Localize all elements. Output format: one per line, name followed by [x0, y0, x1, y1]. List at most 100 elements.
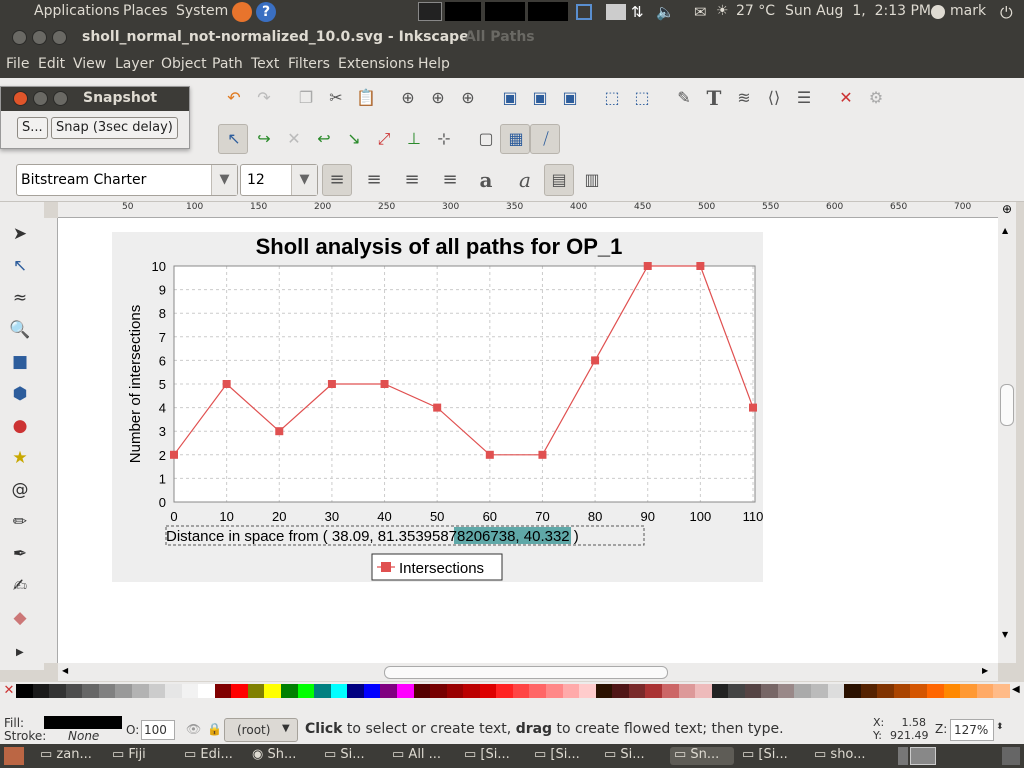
- color-swatch[interactable]: [562, 684, 580, 698]
- workspace-switcher-2[interactable]: [910, 747, 936, 765]
- lock-icon[interactable]: 🔒: [207, 722, 222, 736]
- horizontal-scrollbar[interactable]: ◀ ▶: [58, 663, 998, 681]
- snap-nodes-toggle[interactable]: [218, 124, 248, 154]
- color-swatch[interactable]: [926, 684, 944, 698]
- x-axis-label[interactable]: Distance in space from ( 38.09, 81.35395…: [166, 528, 579, 545]
- zoom-tool-icon[interactable]: 🔍: [9, 320, 31, 340]
- color-swatch[interactable]: [198, 684, 215, 698]
- snap-smooth-icon[interactable]: ↘: [347, 129, 361, 148]
- color-swatch[interactable]: [976, 684, 994, 698]
- color-swatch[interactable]: [430, 684, 447, 698]
- pencil-tool-icon[interactable]: ✏: [12, 512, 28, 532]
- snap-centers-icon[interactable]: ⊥: [407, 129, 421, 148]
- unlink-clone-icon[interactable]: ▣: [562, 88, 578, 107]
- align-left-toggle[interactable]: [322, 164, 352, 196]
- color-swatch[interactable]: [297, 684, 315, 698]
- scroll-right-icon[interactable]: ▶: [982, 666, 989, 675]
- italic-icon[interactable]: a: [519, 168, 531, 192]
- color-swatch[interactable]: [827, 684, 845, 698]
- zoom-selection-icon[interactable]: ⊕: [401, 88, 415, 107]
- scroll-up-icon[interactable]: ▲: [1002, 226, 1009, 235]
- color-swatch[interactable]: [943, 684, 961, 698]
- color-swatch[interactable]: [49, 684, 66, 698]
- help-icon[interactable]: ?: [256, 2, 276, 22]
- snap-page-border-icon[interactable]: ▢: [478, 129, 494, 148]
- chevron-down-icon[interactable]: ▼: [211, 165, 237, 195]
- maximize-icon[interactable]: [52, 30, 67, 45]
- no-paint-icon[interactable]: ✕: [3, 683, 15, 698]
- color-swatch[interactable]: [463, 684, 480, 698]
- color-swatch[interactable]: [380, 684, 397, 698]
- color-palette[interactable]: ✕ ◀: [0, 682, 1024, 700]
- color-swatch[interactable]: [695, 684, 712, 698]
- color-swatch[interactable]: [98, 684, 116, 698]
- duplicate-icon[interactable]: ▣: [502, 88, 518, 107]
- close-icon[interactable]: [12, 30, 27, 45]
- task-all[interactable]: ▭ All ...: [392, 747, 442, 762]
- cut-icon[interactable]: ✂: [329, 88, 343, 107]
- color-swatch[interactable]: [877, 684, 894, 698]
- menu-file[interactable]: File: [6, 56, 30, 72]
- weather-text[interactable]: 27 °C: [736, 3, 776, 19]
- snap-paths-icon[interactable]: ↪: [257, 129, 271, 148]
- color-swatch[interactable]: [761, 684, 778, 698]
- color-swatch[interactable]: [264, 684, 281, 698]
- snap-cusp-icon[interactable]: ↩: [317, 129, 331, 148]
- horizontal-text-toggle[interactable]: [544, 164, 574, 196]
- color-swatch[interactable]: [247, 684, 265, 698]
- zoom-field[interactable]: 127%: [950, 719, 994, 741]
- rectangle-tool-icon[interactable]: ■: [11, 352, 29, 372]
- snap-delay-button[interactable]: Snap (3sec delay): [51, 117, 178, 139]
- terminal-icon[interactable]: [418, 2, 442, 21]
- snap-grids-toggle[interactable]: [500, 124, 530, 154]
- firefox-icon[interactable]: [232, 2, 252, 22]
- close-icon[interactable]: [13, 91, 28, 106]
- eraser-tool-icon[interactable]: ◆: [13, 608, 27, 628]
- task-zan[interactable]: ▭ zan...: [40, 747, 92, 762]
- task-snapshot-active[interactable]: ▭ Sn...: [670, 747, 734, 765]
- xml-editor-icon[interactable]: ⟨⟩: [767, 88, 781, 107]
- fill-swatch[interactable]: [44, 716, 122, 729]
- ungroup-icon[interactable]: ⬚: [634, 88, 650, 107]
- clone-icon[interactable]: ▣: [532, 88, 548, 107]
- snap-rotation-center-icon[interactable]: ⊹: [437, 129, 451, 148]
- color-swatch[interactable]: [115, 684, 132, 698]
- spiral-tool-icon[interactable]: @: [11, 480, 29, 500]
- horizontal-scroll-thumb[interactable]: [384, 666, 668, 679]
- menu-filters[interactable]: Filters: [288, 56, 330, 72]
- ellipse-tool-icon[interactable]: ●: [12, 416, 28, 436]
- color-swatch[interactable]: [281, 684, 298, 698]
- tweak-tool-icon[interactable]: ≈: [12, 288, 28, 308]
- color-swatch[interactable]: [413, 684, 431, 698]
- minimize-icon[interactable]: [32, 30, 47, 45]
- align-right-icon[interactable]: ≡: [404, 169, 420, 190]
- color-swatch[interactable]: [777, 684, 795, 698]
- text-font-icon[interactable]: T: [706, 86, 722, 110]
- color-swatch[interactable]: [628, 684, 646, 698]
- color-swatch[interactable]: [214, 684, 232, 698]
- task-fiji[interactable]: ▭ Fiji: [112, 747, 146, 762]
- color-swatch[interactable]: [314, 684, 331, 698]
- document-properties-icon[interactable]: ⚙: [868, 88, 884, 107]
- scroll-left-icon[interactable]: ◀: [62, 666, 69, 675]
- pen-tool-icon[interactable]: ✒: [12, 544, 28, 564]
- snapshot-dialog[interactable]: Snapshot S... Snap (3sec delay): [0, 86, 190, 149]
- color-swatch[interactable]: [893, 684, 911, 698]
- font-family-field[interactable]: Bitstream Charter ▼: [16, 164, 238, 196]
- canvas[interactable]: 0 10 20 30 40 50 60 70 80 90 100 110 0 1 2 3 4 5 6 7 8 9 10 S…: [58, 218, 998, 663]
- sholl-chart[interactable]: 0 10 20 30 40 50 60 70 80 90 100 110 0 1 2 3 4 5 6 7 8 9 10 S…: [58, 218, 998, 663]
- printer-icon[interactable]: [606, 4, 626, 20]
- task-si-3[interactable]: ▭ [Si...: [534, 747, 580, 762]
- fill-stroke-icon[interactable]: ✎: [677, 88, 691, 107]
- mail-icon[interactable]: ✉: [694, 3, 707, 21]
- snapshot-button[interactable]: S...: [17, 117, 48, 139]
- color-swatch[interactable]: [728, 684, 745, 698]
- chevron-down-icon[interactable]: ▼: [291, 165, 317, 195]
- color-swatch[interactable]: [363, 684, 381, 698]
- group-icon[interactable]: ⬚: [604, 88, 620, 107]
- network-arrows-icon[interactable]: ⇅: [631, 3, 644, 21]
- color-swatch[interactable]: [546, 684, 563, 698]
- user-name[interactable]: mark: [950, 3, 987, 19]
- redo-icon[interactable]: ↷: [257, 88, 271, 107]
- task-si-5[interactable]: ▭ [Si...: [742, 747, 788, 762]
